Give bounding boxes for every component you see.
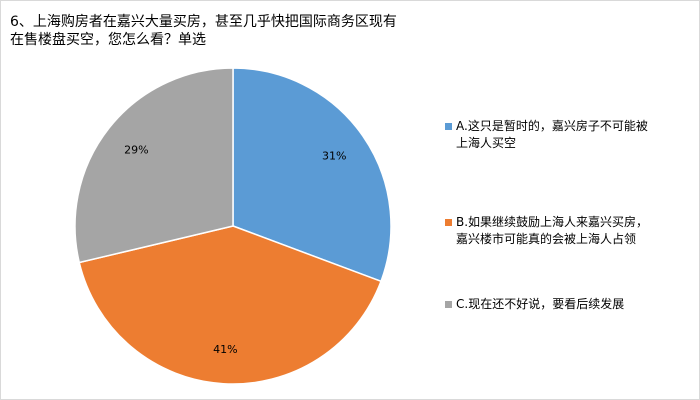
chart-title-line-2: 在售楼盘买空，您怎么看？单选 [10,32,206,48]
legend-label-c: C.现在还不好说，要看后续发展 [456,297,625,311]
legend-swatch-b [445,219,452,226]
legend-label-b: B.如果继续鼓励上海人来嘉兴买房， 嘉兴楼市可能真的会被上海人占领 [456,215,649,246]
chart-title-line-1: 6、上海购房者在嘉兴大量买房，甚至几乎快把国际商务区现有 [10,14,397,30]
pie-slice-a [232,67,392,283]
legend-swatch-a [445,123,452,130]
chart-title: 6、上海购房者在嘉兴大量买房，甚至几乎快把国际商务区现有 在售楼盘买空，您怎么看… [10,13,450,49]
legend-swatch-c [445,301,452,308]
legend-label-a: A.这只是暂时的，嘉兴房子不可能被 上海人买空 [456,119,648,150]
data-label-a: 31% [322,150,346,163]
pie-slice-b [78,225,382,385]
data-label-c: 29% [124,144,148,157]
pie-slice-c [74,67,234,264]
data-label-b: 41% [213,343,237,356]
